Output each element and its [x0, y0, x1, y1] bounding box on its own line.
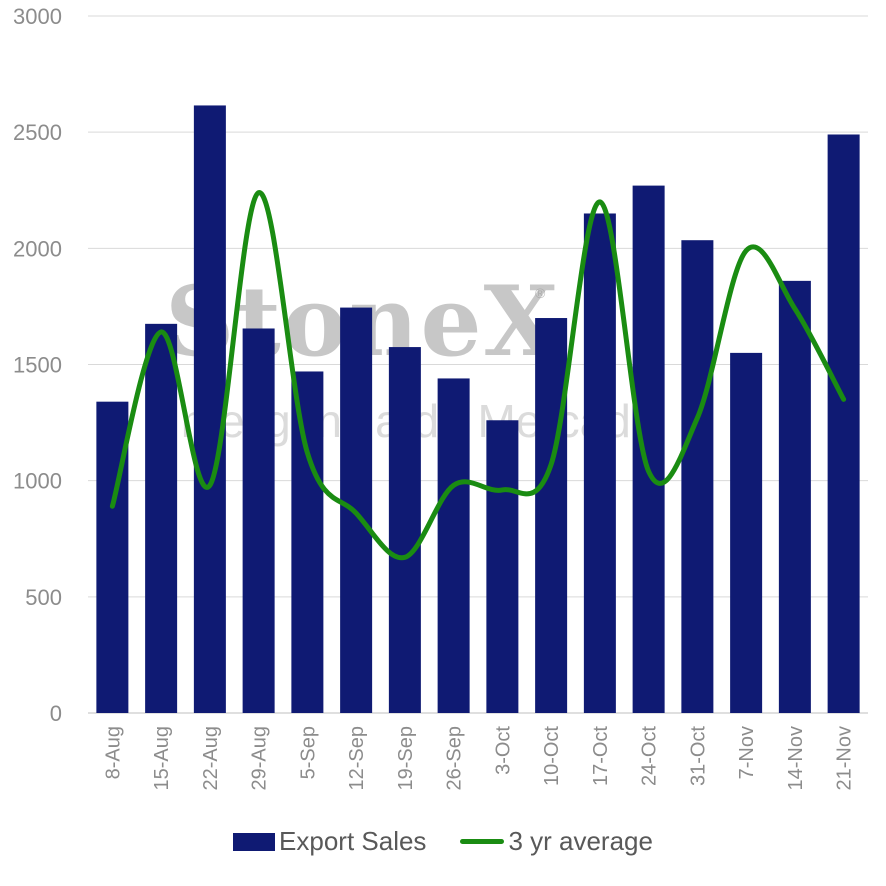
y-tick-label: 500	[25, 585, 62, 610]
line-3yr-average[interactable]	[109, 190, 847, 561]
x-tick-label: 21-Nov	[834, 726, 856, 790]
bar[interactable]	[827, 134, 860, 714]
x-tick-label: 15-Aug	[151, 726, 173, 791]
bar-series	[96, 105, 860, 714]
bar[interactable]	[681, 240, 714, 713]
bar[interactable]	[437, 378, 470, 713]
x-tick-label: 7-Nov	[736, 726, 758, 779]
line-series	[109, 190, 847, 561]
x-tick-label: 31-Oct	[687, 726, 709, 786]
y-tick-label: 2500	[13, 120, 62, 145]
bar[interactable]	[778, 280, 811, 713]
x-tick-label: 24-Oct	[639, 726, 661, 786]
x-tick-label: 5-Sep	[297, 726, 319, 779]
watermark-registered-mark: ®	[535, 285, 546, 301]
x-tick-label: 22-Aug	[200, 726, 222, 791]
legend-swatch-line	[460, 839, 505, 844]
y-tick-label: 0	[50, 701, 62, 726]
x-axis: 8-Aug 15-Aug 22-Aug 29-Aug 5-Sep 12-Sep 19-Sep…	[102, 726, 855, 791]
y-tick-label: 3000	[13, 4, 62, 29]
x-tick-label: 3-Oct	[492, 726, 514, 775]
x-tick-label: 19-Sep	[395, 726, 417, 791]
bar[interactable]	[388, 347, 421, 713]
legend-label-export-sales: Export Sales	[279, 826, 427, 856]
x-tick-label: 17-Oct	[590, 726, 612, 786]
x-tick-label: 8-Aug	[102, 726, 124, 779]
legend-item-export-sales[interactable]: Export Sales	[233, 826, 426, 857]
bar[interactable]	[730, 352, 763, 713]
bar[interactable]	[291, 371, 324, 713]
legend-swatch-bar	[233, 832, 276, 851]
legend-label-3yr-average: 3 yr average	[508, 826, 653, 856]
legend-item-3yr-average[interactable]: 3 yr average	[460, 826, 653, 857]
bar[interactable]	[193, 105, 226, 713]
y-tick-label: 2000	[13, 236, 62, 261]
x-tick-label: 12-Sep	[346, 726, 368, 791]
y-tick-label: 1000	[13, 469, 62, 494]
y-axis: 0 500 1000 1500 2000 2500 3000	[13, 4, 62, 726]
bar[interactable]	[486, 420, 519, 713]
legend: Export Sales 3 yr average	[0, 826, 886, 857]
x-tick-label: 26-Sep	[444, 726, 466, 791]
bar[interactable]	[145, 323, 178, 713]
bar[interactable]	[632, 185, 665, 713]
bar[interactable]	[583, 213, 616, 713]
x-tick-label: 10-Oct	[541, 726, 563, 786]
x-tick-label: 29-Aug	[249, 726, 271, 791]
x-tick-label: 14-Nov	[785, 726, 807, 790]
bar[interactable]	[242, 328, 275, 713]
y-tick-label: 1500	[13, 353, 62, 378]
bar[interactable]	[535, 318, 568, 713]
